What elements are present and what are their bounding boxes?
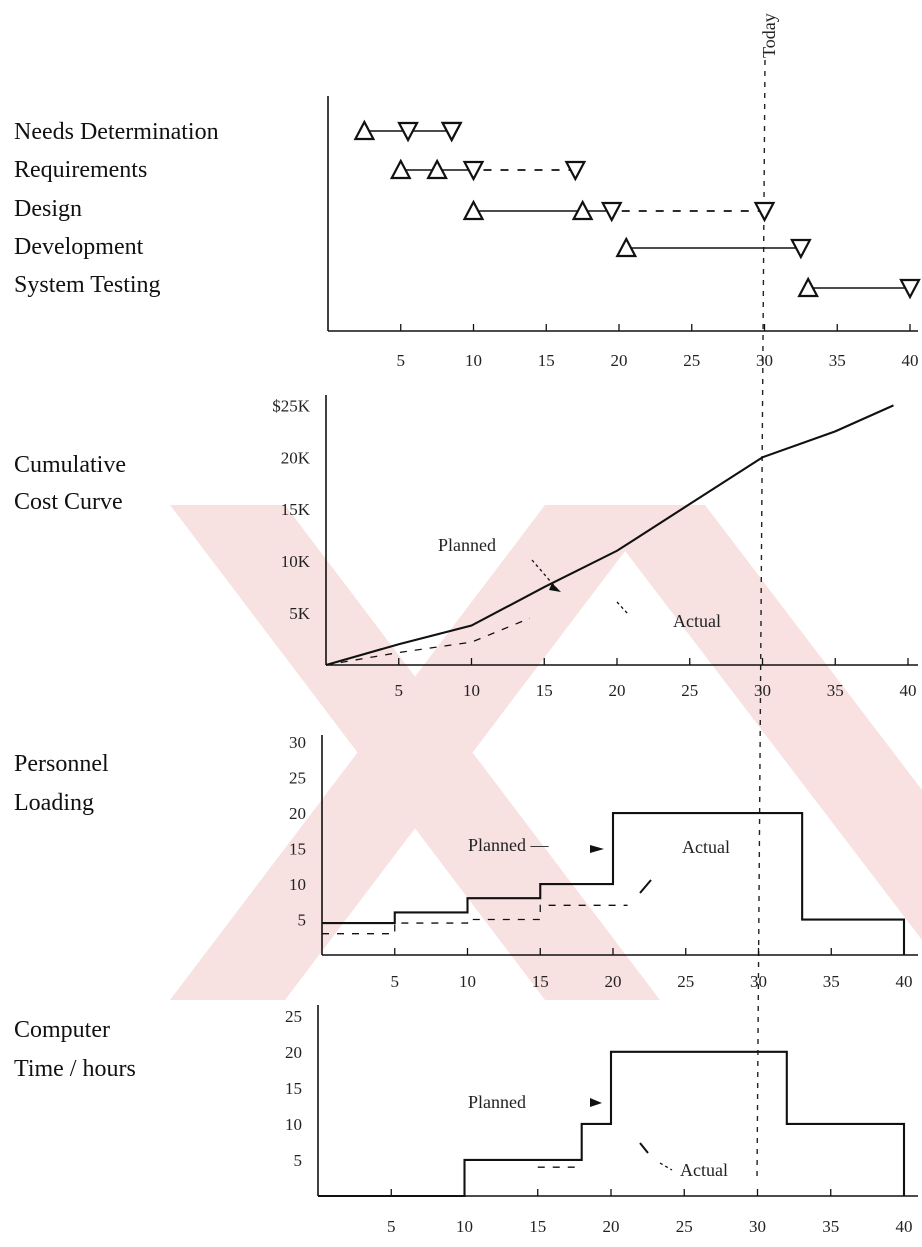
computer-x-tick-label: 5 [387,1217,396,1236]
gantt-start-marker [797,276,819,298]
personnel-y-tick-label: 5 [298,911,307,930]
task-label-requirements: Requirements [14,157,147,183]
personnel-x-tick-label: 40 [896,972,913,991]
gantt-end-marker [440,121,463,143]
gantt-milestone-marker [571,199,594,221]
personnel-y-tick-label: 20 [289,804,306,823]
computer-series-planned [318,1050,906,1198]
personnel-y-tick-label: 15 [289,840,306,859]
computer-x-tick-label: 25 [676,1217,693,1236]
cost-actual-pointer [616,601,629,615]
gantt-start-marker [615,236,638,258]
task-label-needs: Needs Determination [14,119,219,145]
watermark [170,505,922,1000]
computer-x-tick-label: 20 [603,1217,620,1236]
personnel-actual-pointer [639,879,652,894]
computer-label-line1: Computer [14,1017,110,1043]
gantt-milestone-marker [397,121,419,143]
gantt-x-tick-label: 30 [756,351,773,370]
gantt-start-marker [353,119,376,141]
cost-series-planned [325,404,894,667]
gantt-end-marker [790,238,812,260]
gantt-x-tick-label: 25 [683,351,700,370]
personnel-x-tick-label: 35 [823,972,840,991]
gantt-slipped-end-marker [564,160,587,182]
personnel-x-tick-label: 25 [677,972,694,991]
personnel-x-tick-label: 10 [459,972,476,991]
today-label: Today [759,13,779,58]
gantt-x-tick-label: 10 [465,351,482,370]
cost-y-tick-label: 20K [281,448,311,467]
charts-layer: 5 10 15 20 25 30 35 40 5 10 15 20 25 30 35 40 5K 10K 15K 20… [272,96,921,1236]
cost-x-tick-label: 25 [681,681,698,700]
computer-actual-dash [659,1162,673,1171]
computer-x-tick-label: 10 [456,1217,473,1236]
computer-actual-annotation: Actual [680,1160,728,1180]
gantt-x-tick-label: 5 [397,351,406,370]
gantt-milestone-marker [426,158,448,180]
cost-planned-annotation: Planned [438,535,496,555]
gantt-x-tick-label: 40 [902,351,919,370]
cost-x-tick-label: 20 [609,681,626,700]
gantt-x-tick-label: 20 [611,351,628,370]
computer-x-tick-label: 40 [896,1217,913,1236]
task-label-development: Development [14,234,144,260]
cost-y-tick-label: $25K [272,396,311,415]
cost-x-tick-label: 35 [827,681,844,700]
personnel-y-tick-label: 25 [289,769,306,788]
computer-y-tick-label: 25 [285,1007,302,1026]
cost-label-line2: Cost Curve [14,489,123,515]
personnel-label-line1: Personnel [14,751,109,777]
personnel-planned-arrowhead [590,845,604,853]
personnel-x-tick-label: 5 [391,972,400,991]
computer-y-tick-label: 20 [285,1043,302,1062]
computer-x-tick-label: 35 [822,1217,839,1236]
gantt-end-marker [462,160,485,182]
gantt-x-tick-label: 35 [829,351,846,370]
personnel-actual-annotation: Actual [682,837,730,857]
computer-x-tick-label: 15 [529,1217,546,1236]
gantt-end-marker [600,201,623,223]
computer-x-tick-label: 30 [749,1217,766,1236]
cost-x-tick-label: 30 [754,681,771,700]
cost-x-tick-label: 40 [900,681,917,700]
cost-y-tick-label: 15K [281,500,311,519]
cost-planned-arrowhead [549,583,561,592]
cost-label-line1: Cumulative [14,452,126,478]
gantt-slipped-end-marker [753,201,776,223]
computer-y-tick-label: 5 [294,1151,303,1170]
gantt-start-marker [389,158,412,180]
cost-x-tick-label: 15 [536,681,553,700]
cost-actual-annotation: Actual [673,611,721,631]
computer-planned-arrowhead [590,1098,602,1107]
cost-y-tick-label: 5K [289,604,311,623]
task-label-design: Design [14,196,82,222]
cost-y-tick-label: 10K [281,552,311,571]
personnel-y-tick-label: 10 [289,875,306,894]
personnel-label-line2: Loading [14,790,94,816]
personnel-x-tick-label: 20 [605,972,622,991]
computer-actual-pointer [639,1142,649,1154]
computer-planned-annotation: Planned [468,1092,526,1112]
computer-label-line2: Time / hours [14,1056,136,1082]
cost-x-tick-label: 5 [395,681,404,700]
cost-x-tick-label: 10 [463,681,480,700]
personnel-x-tick-label: 15 [532,972,549,991]
personnel-planned-annotation: Planned — [468,835,549,855]
personnel-series-actual [322,904,628,935]
gantt-end-marker [899,278,921,300]
computer-y-tick-label: 15 [285,1079,302,1098]
gantt-start-marker [462,199,485,221]
cost-series-actual [325,617,530,666]
personnel-y-tick-label: 30 [289,733,306,752]
personnel-x-tick-label: 30 [750,972,767,991]
gantt-x-tick-label: 15 [538,351,555,370]
task-label-system-testing: System Testing [14,272,161,298]
computer-y-tick-label: 10 [285,1115,302,1134]
personnel-series-planned [322,812,906,955]
